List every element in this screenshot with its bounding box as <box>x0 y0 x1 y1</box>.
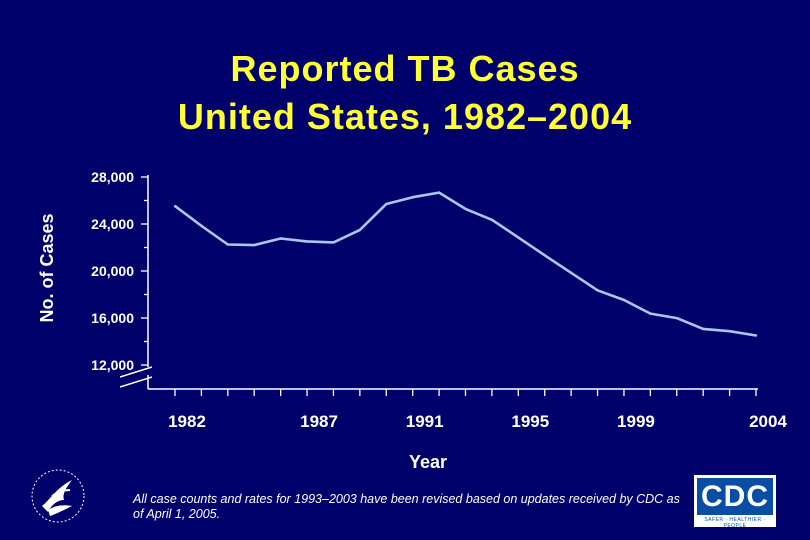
hhs-eagle-icon <box>31 469 85 523</box>
data-point-1998 <box>596 289 599 292</box>
data-point-1993 <box>464 207 467 211</box>
data-point-2004 <box>754 334 758 337</box>
data-point-1994 <box>490 218 494 221</box>
y-tick-label: 20,000 <box>91 263 134 279</box>
data-point-1990 <box>385 202 388 206</box>
series-line <box>174 191 757 337</box>
data-point-1995 <box>517 236 520 239</box>
data-point-1984 <box>226 243 230 246</box>
data-point-1991 <box>411 195 414 199</box>
data-point-1986 <box>279 237 282 240</box>
data-point-2000 <box>649 312 652 315</box>
data-point-1985 <box>253 243 256 247</box>
axis-break-mark <box>119 376 153 388</box>
data-point-1983 <box>200 224 203 228</box>
data-point-1996 <box>543 254 546 257</box>
y-tick-label: 12,000 <box>91 357 134 373</box>
data-point-2002 <box>701 327 705 331</box>
data-point-2001 <box>675 316 678 320</box>
axis-break-mark <box>119 366 153 378</box>
x-tick-label: 1991 <box>406 412 444 431</box>
x-axis-title: Year <box>409 452 447 472</box>
data-point-1999 <box>622 298 626 302</box>
y-axis-title: No. of Cases <box>37 213 57 322</box>
cdc-logo: CDC SAFER · HEALTHIER · PEOPLE <box>694 475 776 529</box>
chart-title-line1: Reported TB Cases <box>230 48 580 89</box>
cdc-logo-text: CDC <box>697 478 773 515</box>
x-tick-label: 1995 <box>511 412 549 431</box>
data-point-1989 <box>358 228 362 232</box>
data-point-1997 <box>569 271 573 274</box>
y-tick-label: 16,000 <box>91 310 134 326</box>
chart-title-line2: United States, 1982–2004 <box>177 96 633 137</box>
data-point-2003 <box>728 330 731 333</box>
x-tick-label: 1982 <box>168 412 206 431</box>
chart-axes <box>119 175 758 396</box>
x-tick-label: 2004 <box>749 412 787 431</box>
chart-labels: 12,000 16,000 20,000 24,000 28,000 1982 1987 19… <box>37 169 787 472</box>
y-tick-label: 24,000 <box>91 216 134 232</box>
x-tick-label: 1987 <box>300 412 338 431</box>
chart-marks <box>173 191 758 337</box>
data-point-1992 <box>437 191 441 194</box>
y-tick-label: 28,000 <box>91 169 134 185</box>
footnote: All case counts and rates for 1993–2003 … <box>133 492 680 521</box>
data-point-1988 <box>332 241 335 244</box>
data-point-1982 <box>173 204 177 208</box>
cdc-logo-tagline: SAFER · HEALTHIER · PEOPLE <box>704 517 766 529</box>
data-point-1987 <box>305 240 309 243</box>
x-tick-label: 1999 <box>617 412 655 431</box>
